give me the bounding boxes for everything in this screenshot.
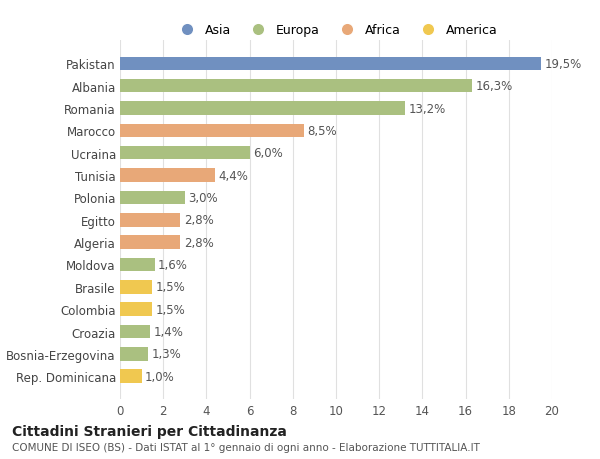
Bar	[120, 169, 215, 182]
Bar	[120, 102, 405, 116]
Text: 1,4%: 1,4%	[154, 325, 184, 338]
Text: 2,8%: 2,8%	[184, 214, 214, 227]
Text: Cittadini Stranieri per Cittadinanza: Cittadini Stranieri per Cittadinanza	[12, 425, 287, 438]
Legend: Asia, Europa, Africa, America: Asia, Europa, Africa, America	[170, 19, 502, 42]
Text: 2,8%: 2,8%	[184, 236, 214, 249]
Bar	[120, 303, 152, 316]
Bar	[120, 236, 181, 249]
Bar	[120, 191, 185, 205]
Bar	[120, 347, 148, 361]
Bar	[120, 280, 152, 294]
Bar	[120, 258, 155, 272]
Bar	[120, 369, 142, 383]
Text: 1,5%: 1,5%	[155, 281, 185, 294]
Text: 1,6%: 1,6%	[158, 258, 188, 271]
Text: 16,3%: 16,3%	[475, 80, 512, 93]
Text: 1,3%: 1,3%	[151, 347, 181, 361]
Bar	[120, 147, 250, 160]
Text: 6,0%: 6,0%	[253, 147, 283, 160]
Bar	[120, 213, 181, 227]
Bar	[120, 80, 472, 93]
Bar	[120, 124, 304, 138]
Text: 13,2%: 13,2%	[409, 102, 446, 115]
Text: 1,5%: 1,5%	[155, 303, 185, 316]
Bar	[120, 325, 150, 338]
Bar	[120, 57, 541, 71]
Text: 1,0%: 1,0%	[145, 370, 175, 383]
Text: 19,5%: 19,5%	[544, 58, 581, 71]
Text: 4,4%: 4,4%	[218, 169, 248, 182]
Text: COMUNE DI ISEO (BS) - Dati ISTAT al 1° gennaio di ogni anno - Elaborazione TUTTI: COMUNE DI ISEO (BS) - Dati ISTAT al 1° g…	[12, 442, 480, 452]
Text: 3,0%: 3,0%	[188, 191, 218, 205]
Text: 8,5%: 8,5%	[307, 125, 337, 138]
